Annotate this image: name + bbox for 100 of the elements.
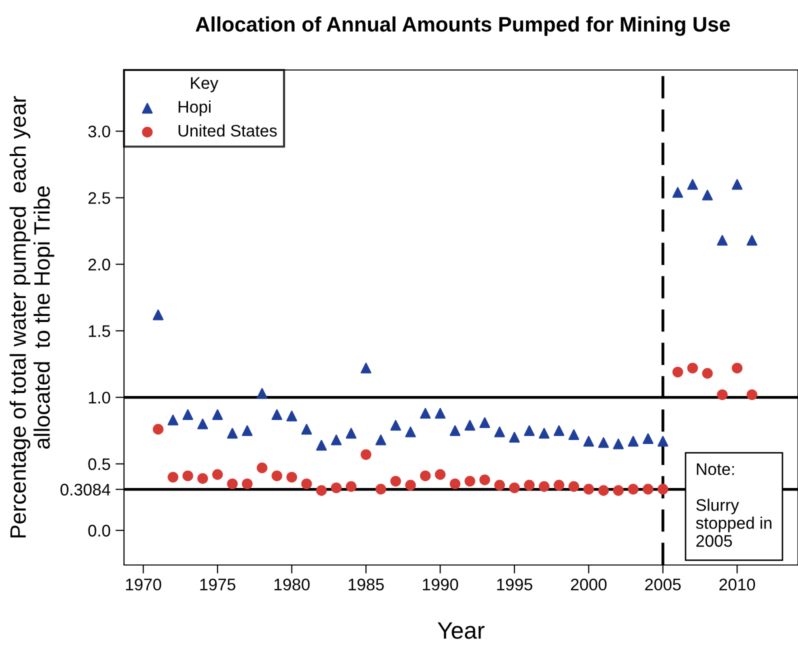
point (197, 418, 208, 430)
point (316, 440, 327, 451)
point (687, 179, 698, 190)
legend-title: Key (191, 77, 218, 92)
point (168, 414, 178, 426)
point (658, 436, 668, 447)
x-tick-label: 1990 (422, 578, 458, 590)
point (212, 409, 223, 420)
point (464, 476, 476, 487)
y-axis-title: Percentage of total water pumped each year allocated to the Hopi Tribe (10, 96, 54, 538)
y-tick-label: 0.5 (88, 458, 110, 470)
point (360, 449, 372, 460)
point (286, 410, 298, 422)
point (746, 234, 758, 246)
point (375, 484, 386, 495)
point (450, 425, 460, 436)
point (227, 428, 238, 439)
y-tick-label: 1.5 (88, 325, 110, 338)
y-tick-label: 2.5 (88, 192, 110, 204)
point (434, 469, 446, 480)
point (494, 480, 505, 491)
point (227, 478, 238, 490)
point (301, 478, 312, 490)
point (346, 481, 356, 492)
point (642, 484, 654, 495)
point (420, 408, 431, 419)
point (301, 424, 312, 435)
x-tick-label: 1985 (348, 578, 384, 590)
point (152, 424, 164, 435)
point (346, 428, 356, 439)
point (434, 408, 446, 419)
point (568, 429, 580, 440)
point (598, 437, 609, 448)
point (613, 485, 624, 496)
point (494, 426, 505, 438)
x-tick-label: 1980 (274, 578, 310, 590)
point (583, 436, 594, 447)
y-tick-label: 0.0 (88, 524, 110, 537)
point (420, 470, 431, 482)
point (598, 485, 609, 496)
point (272, 470, 282, 482)
point (687, 362, 698, 374)
point (479, 417, 490, 428)
point (256, 462, 268, 474)
point (702, 368, 713, 379)
legend-label: Hopi (178, 100, 210, 116)
point (716, 389, 728, 400)
point (182, 409, 194, 420)
point (390, 420, 402, 431)
point (538, 481, 550, 492)
point (405, 426, 416, 438)
point (330, 482, 342, 494)
point (272, 409, 282, 420)
text: Note: Slurry stopped in 2005 (696, 463, 772, 547)
point (509, 482, 520, 494)
y-tick-label: 3.0 (88, 126, 110, 138)
point (450, 478, 460, 490)
point (746, 389, 758, 400)
x-tick-label: 1970 (126, 578, 162, 590)
point (182, 470, 194, 482)
point (330, 434, 342, 446)
point (375, 434, 386, 446)
point (212, 469, 223, 480)
point (628, 436, 639, 447)
point (242, 425, 253, 436)
point (732, 362, 742, 374)
point (672, 366, 684, 378)
point (286, 472, 298, 483)
point (658, 484, 668, 495)
point (152, 309, 164, 320)
point (360, 362, 372, 374)
point (538, 428, 550, 439)
x-tick-label: 2005 (645, 578, 681, 590)
point (554, 425, 564, 436)
point (732, 179, 742, 190)
point (405, 480, 416, 491)
point (464, 420, 476, 431)
y-tick-label: 2.0 (88, 258, 110, 270)
point (628, 484, 639, 495)
point (479, 474, 490, 486)
point (168, 472, 178, 483)
legend-label: United States (178, 124, 277, 137)
point (524, 480, 535, 491)
point (672, 187, 684, 198)
x-tick-label: 1975 (200, 578, 236, 590)
point (197, 473, 208, 484)
point (583, 484, 594, 495)
x-tick-label: 1995 (497, 578, 532, 590)
point (390, 476, 402, 487)
point (716, 234, 728, 246)
y-tick-label: 1.0 (88, 392, 110, 404)
point (613, 438, 624, 450)
y-tick-label: 0.3084 (60, 484, 110, 496)
point (524, 425, 535, 436)
x-axis-title: Year (438, 622, 484, 639)
x-tick-label: 2010 (719, 578, 756, 590)
point (554, 480, 564, 491)
point (642, 433, 654, 444)
point (509, 432, 520, 443)
chart-title: Allocation of Annual Amounts Pumped for Mining Use (196, 16, 730, 36)
